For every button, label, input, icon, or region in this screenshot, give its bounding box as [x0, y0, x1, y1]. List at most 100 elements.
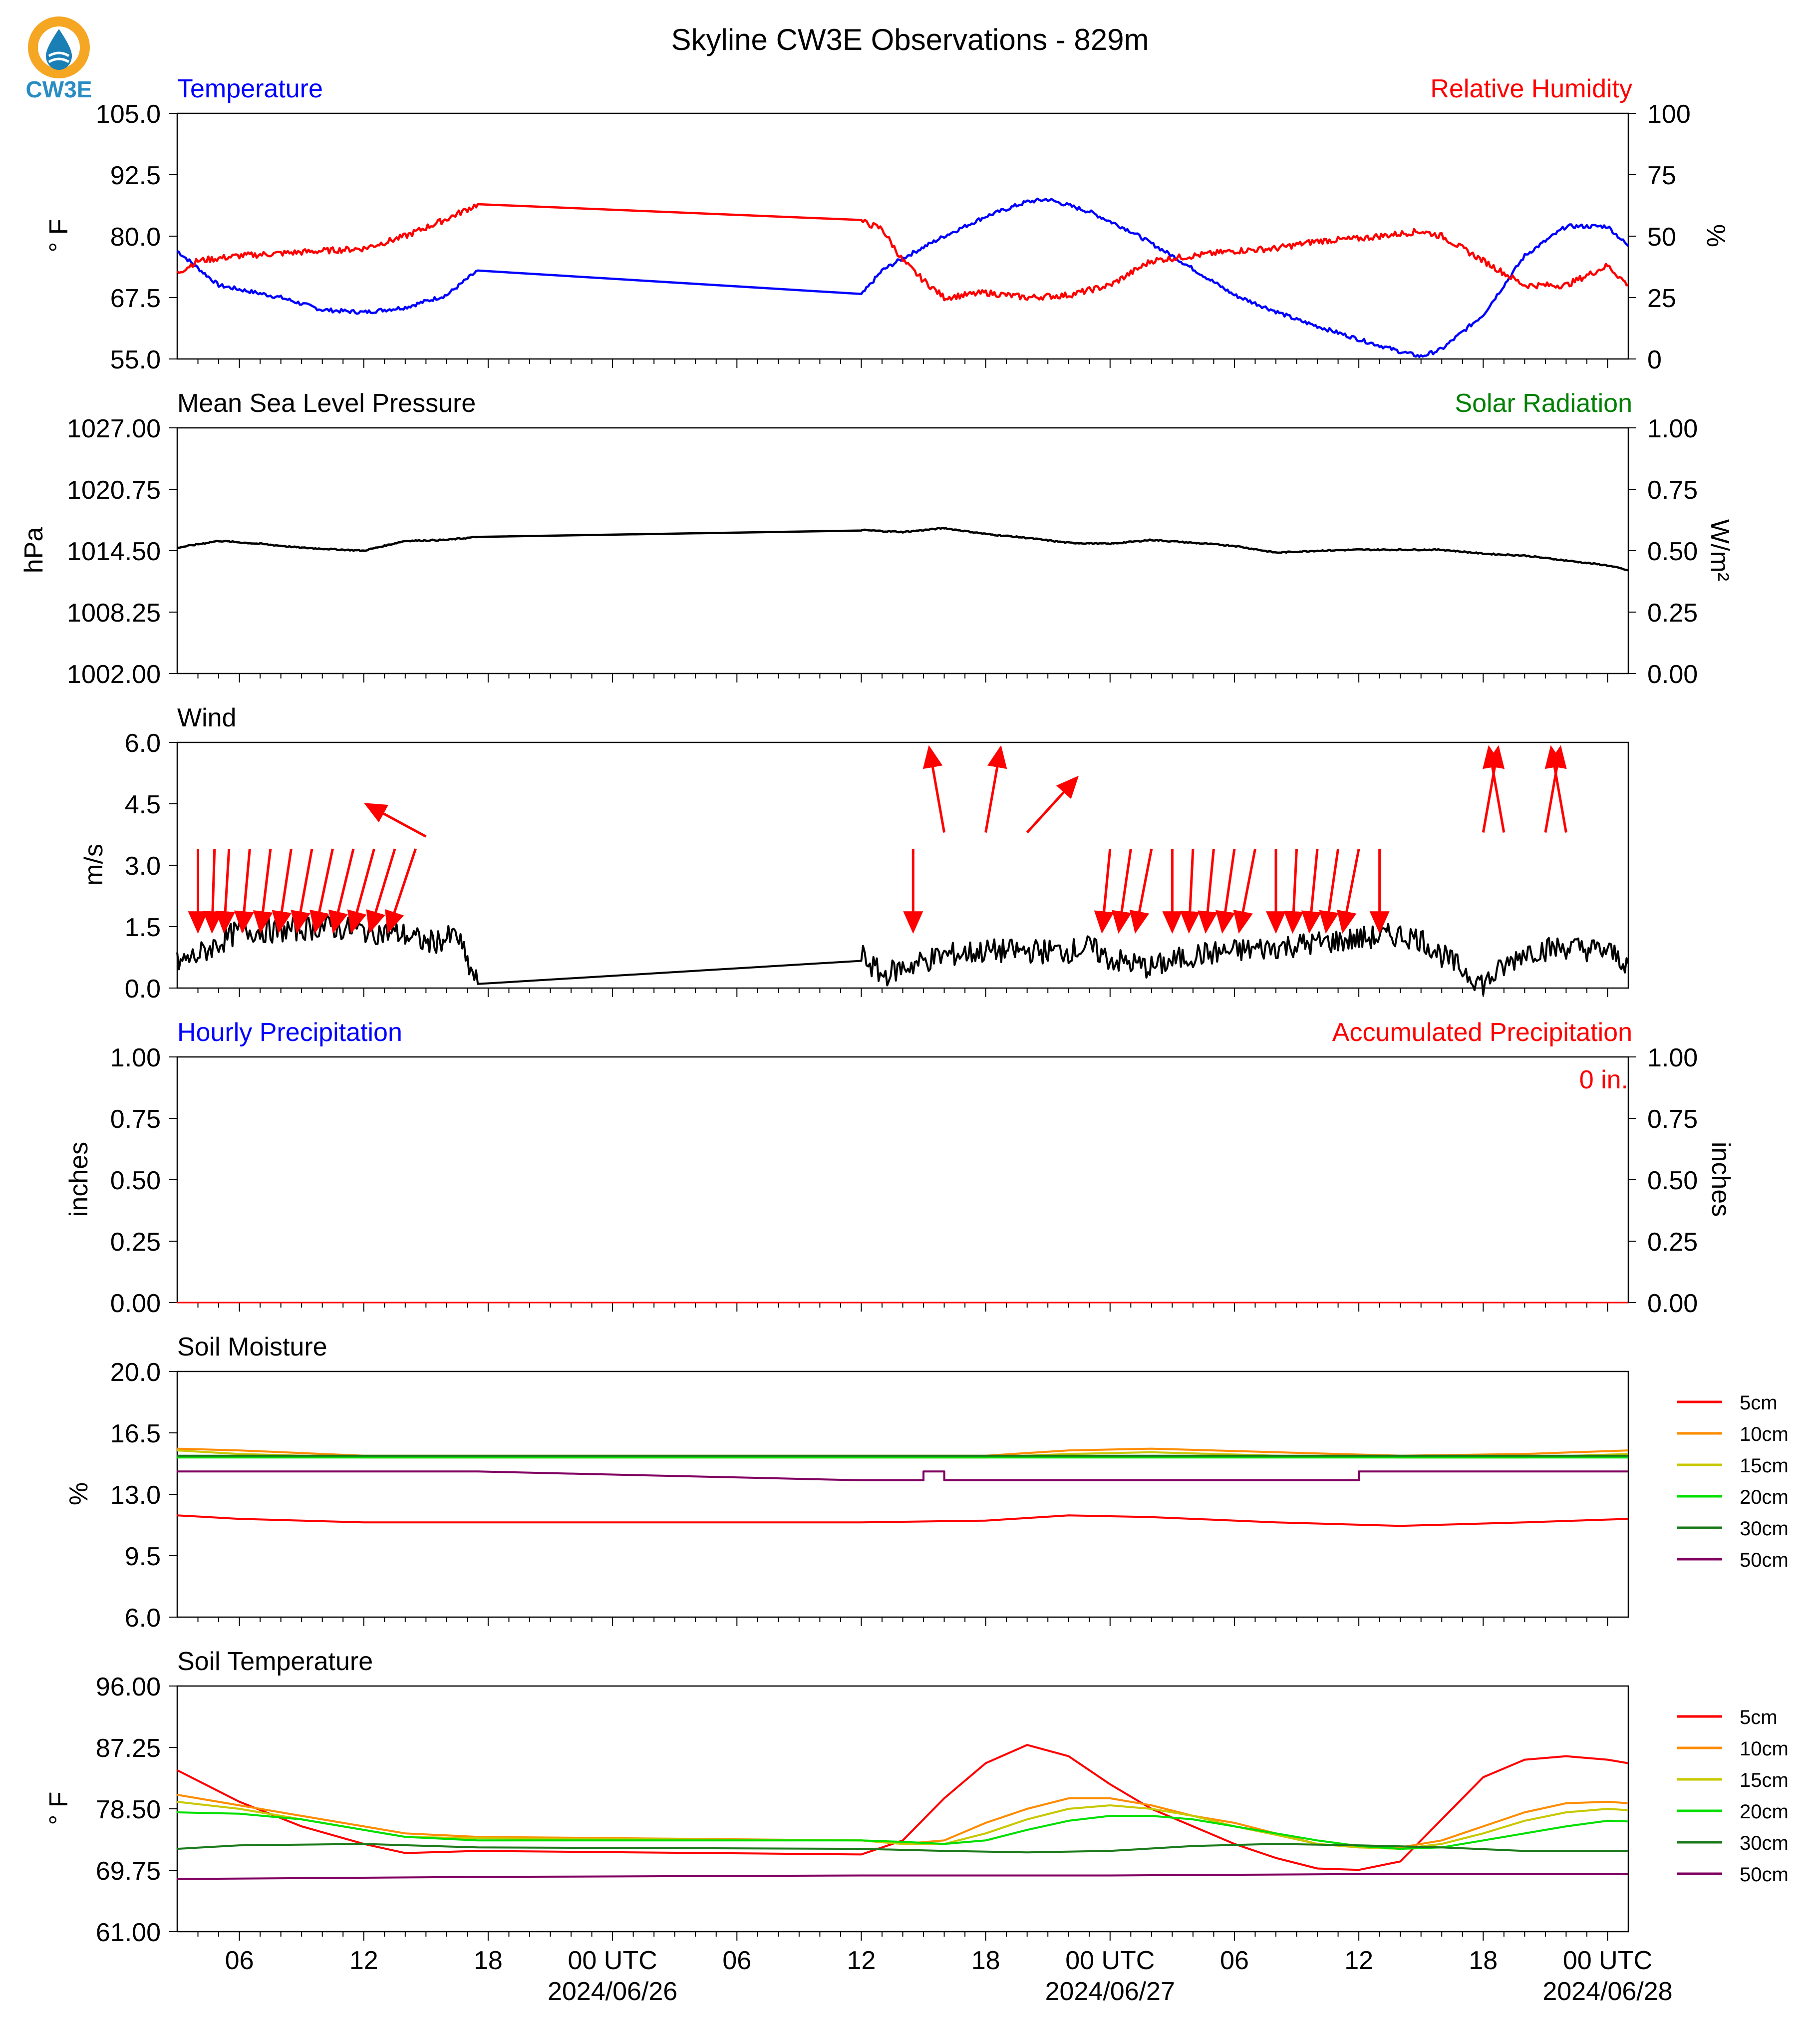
wind-title: Wind [177, 703, 236, 732]
temperature-line [176, 197, 1629, 358]
y-tick-label: 96.00 [96, 1673, 161, 1701]
soil-moisture-unit: % [64, 1482, 93, 1505]
soil-temperature-line [177, 1873, 1628, 1880]
plot-layer [169, 112, 1636, 1941]
y2-tick-label: 0.00 [1647, 660, 1698, 689]
soil-temperature-line [177, 1811, 1629, 1850]
wind-direction-arrow [1233, 848, 1256, 934]
legend-label: 20cm [1740, 1486, 1789, 1508]
pressure-unit: hPa [19, 527, 48, 574]
x-tick-label: 00 UTC [568, 1946, 657, 1975]
accum-precip-unit: inches [1706, 1142, 1735, 1217]
y2-tick-label: 1.00 [1647, 414, 1698, 443]
soil-moisture-title: Soil Moisture [177, 1333, 327, 1361]
legend-label: 20cm [1740, 1801, 1789, 1823]
wind-direction-arrow [202, 849, 223, 934]
wind-direction-arrow [1198, 848, 1218, 934]
soil-temperature-title: Soil Temperature [177, 1647, 373, 1676]
y-tick-label: 1.00 [110, 1043, 161, 1072]
y2-tick-label: 50 [1647, 223, 1676, 252]
x-tick-label: 00 UTC [1563, 1946, 1652, 1975]
wind-direction-arrow [291, 848, 313, 934]
x-tick-label: 06 [225, 1946, 254, 1975]
y-tick-label: 0.50 [110, 1166, 161, 1195]
x-tick-label: 18 [971, 1946, 1000, 1975]
y-tick-label: 16.5 [110, 1419, 161, 1448]
x-tick-label: 00 UTC [1065, 1946, 1155, 1975]
y2-tick-label: 0.25 [1647, 1228, 1698, 1257]
logo-ring-icon [28, 16, 90, 78]
y-tick-label: 0.00 [110, 1289, 161, 1318]
wind-direction-arrow [922, 745, 946, 833]
wind-direction-arrow [1283, 849, 1304, 934]
soil-moisture-line [177, 1470, 1628, 1481]
x-tick-label: 12 [847, 1946, 876, 1975]
x-tick-label: 06 [722, 1946, 751, 1975]
wind-direction-arrow [1337, 848, 1360, 934]
cw3e-logo: CW3E [26, 16, 92, 102]
x-date-label: 2024/06/26 [548, 1977, 677, 2006]
legend-label: 50cm [1740, 1549, 1789, 1571]
soil-moisture-legend: 5cm 10cm 15cm 20cm 30cm 50cm [1677, 1392, 1789, 1571]
soil-temperature-line [177, 1843, 1628, 1854]
wind-direction-arrow [1483, 745, 1506, 833]
x-tick-label: 18 [474, 1946, 503, 1975]
temperature-unit: ° F [44, 219, 73, 252]
wind-direction-arrow [1129, 848, 1153, 934]
y-tick-label: 3.0 [125, 852, 161, 881]
y-tick-label: 87.25 [96, 1734, 161, 1763]
relative-humidity-title: Relative Humidity [1430, 74, 1632, 103]
accum-precip-title: Accumulated Precipitation [1332, 1018, 1632, 1047]
y-tick-label: 55.0 [110, 345, 161, 374]
panel-pressure: Mean Sea Level Pressure Solar Radiation … [19, 389, 1734, 689]
logo-text: CW3E [26, 76, 92, 102]
y-tick-label: 1027.00 [67, 414, 161, 443]
y2-tick-label: 0.75 [1647, 476, 1698, 505]
temperature-title: Temperature [177, 74, 323, 103]
wind-direction-arrow [309, 848, 334, 934]
y-tick-label: 78.50 [96, 1795, 161, 1824]
y2-tick-label: 0.50 [1647, 1166, 1698, 1195]
y-tick-label: 69.75 [96, 1857, 161, 1886]
wind-direction-arrow [984, 745, 1007, 833]
wind-direction-arrow [234, 848, 254, 934]
y-tick-label: 1008.25 [67, 599, 161, 628]
pressure-line [177, 527, 1629, 572]
y-tick-label: 1020.75 [67, 476, 161, 505]
x-tick-label: 12 [1344, 1946, 1373, 1975]
x-axis-labels: 06 12 18 00 UTC 06 12 18 00 UTC 06 12 18 00 UTC2024… [225, 1946, 1673, 2006]
precip-unit: inches [64, 1142, 93, 1217]
wind-direction-arrow [328, 848, 355, 934]
y2-tick-label: 75 [1647, 161, 1676, 190]
soil-temperature-legend: 5cm 10cm 15cm 20cm 30cm 50cm [1677, 1706, 1789, 1886]
humidity-unit: % [1701, 224, 1730, 247]
x-date-label: 2024/06/28 [1542, 1977, 1672, 2006]
panel-soil-temperature: Soil Temperature ° F 96.00 87.25 78.50 6… [44, 1647, 1789, 1947]
x-tick-label: 18 [1469, 1946, 1498, 1975]
y2-tick-label: 0.25 [1647, 599, 1698, 628]
y-tick-label: 9.5 [125, 1542, 161, 1571]
y2-tick-label: 1.00 [1647, 1043, 1698, 1072]
x-date-label: 2024/06/27 [1045, 1977, 1175, 2006]
legend-label: 5cm [1740, 1392, 1778, 1414]
y-tick-label: 92.5 [110, 161, 161, 190]
y2-tick-label: 0.50 [1647, 537, 1698, 566]
y-tick-label: 4.5 [125, 790, 161, 819]
legend-label: 10cm [1740, 1423, 1789, 1445]
y-tick-label: 1002.00 [67, 660, 161, 689]
y-tick-label: 67.5 [110, 284, 161, 313]
y-tick-label: 105.0 [96, 100, 161, 129]
y2-tick-label: 100 [1647, 100, 1691, 129]
wind-direction-arrow [1544, 745, 1567, 833]
y-tick-label: 20.0 [110, 1358, 161, 1387]
y-tick-label: 1014.50 [67, 537, 161, 566]
wind-unit: m/s [79, 844, 108, 886]
y2-tick-label: 0 [1647, 345, 1662, 374]
panel-soil-moisture: Soil Moisture % 20.0 16.5 13.0 9.5 6.0 5… [64, 1333, 1789, 1633]
legend-label: 30cm [1740, 1832, 1789, 1854]
wind-direction-arrow [385, 848, 417, 934]
solar-radiation-title: Solar Radiation [1455, 389, 1632, 418]
soil-temperature-line [177, 1793, 1629, 1849]
y-tick-label: 6.0 [125, 729, 161, 758]
